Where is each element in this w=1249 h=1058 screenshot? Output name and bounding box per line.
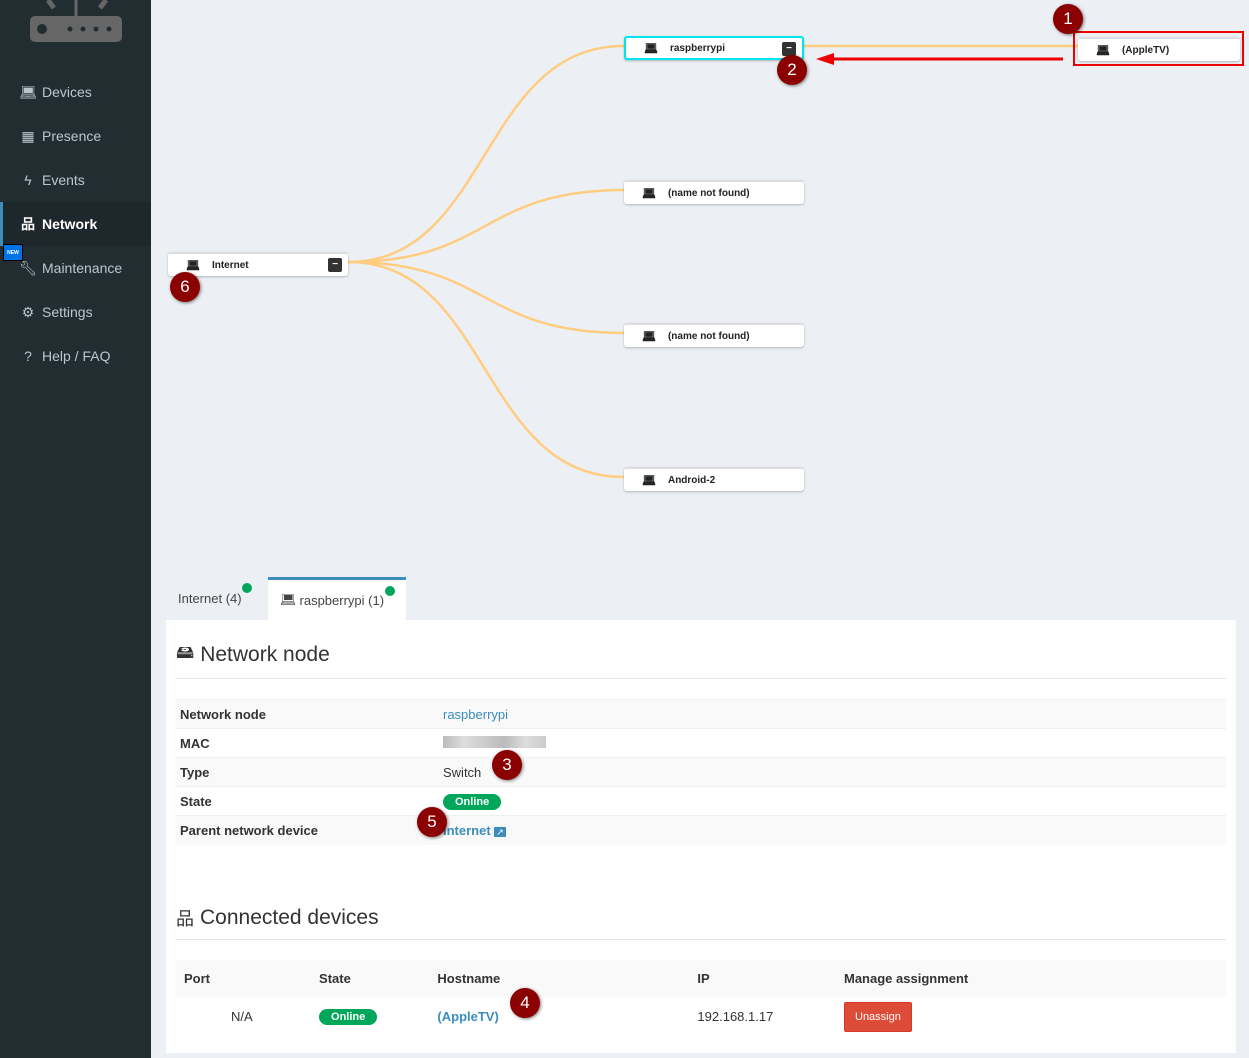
laptop-icon: 💻︎ (280, 592, 297, 607)
sidebar-item-label: Settings (42, 304, 93, 320)
type-value: Switch (439, 757, 1226, 787)
tree-link (347, 260, 625, 479)
row-label: Parent network device (176, 815, 439, 845)
sidebar-item-maintenance[interactable]: 🔧︎ Maintenance (0, 246, 151, 290)
node-label: Internet (211, 259, 249, 271)
node-label: (name not found) (667, 330, 750, 342)
ip-cell: 192.168.1.17 (697, 1009, 774, 1024)
table-row: N/A Online (AppleTV) 192.168.1.17 Unassign (176, 997, 1226, 1037)
sidebar-item-label: Maintenance (42, 260, 123, 276)
status-badge: Online (319, 1009, 378, 1025)
external-link-icon[interactable]: ↗ (494, 826, 506, 837)
laptop-icon: 💻︎ (642, 330, 656, 343)
tab-label: Internet (4) (178, 591, 242, 606)
column-header: Port (176, 959, 312, 997)
sidebar-item-label: Events (42, 172, 85, 188)
row-label: Network node (176, 699, 439, 729)
node-label: raspberrypi (669, 42, 725, 54)
laptop-icon: 💻︎ (1096, 44, 1110, 57)
sidebar-item-label: Help / FAQ (42, 348, 111, 364)
column-header: Hostname (429, 959, 690, 997)
sidebar-item-events[interactable]: ϟ Events (0, 158, 151, 202)
tree-link (347, 44, 625, 264)
annotation-marker: 4 (510, 988, 540, 1018)
details-panel: Internet (4) 💻︎ raspberrypi (1) 🖴 Network … (166, 577, 1236, 1053)
laptop-icon: 💻︎ (186, 259, 200, 272)
tree-node[interactable]: 💻︎ (name not found) (624, 180, 804, 204)
tree-node-internet[interactable]: 💻︎ Internet − (168, 252, 348, 276)
status-dot (385, 586, 395, 596)
column-header: State (311, 959, 430, 997)
node-label: (AppleTV) (1121, 44, 1170, 56)
sidebar-item-devices[interactable]: 💻︎ Devices (0, 70, 151, 114)
tree-link (347, 188, 625, 264)
tree-node[interactable]: 💻︎ (name not found) (624, 323, 804, 347)
new-badge: NEW (3, 244, 23, 261)
annotation-marker: 6 (170, 272, 200, 302)
gear-icon: ⚙ (21, 303, 35, 320)
laptop-icon: 💻︎ (644, 42, 658, 55)
sidebar-item-label: Network (42, 216, 98, 232)
status-badge: Online (443, 793, 502, 810)
mac-redacted (443, 735, 546, 748)
port-cell: N/A (231, 1009, 253, 1024)
red-arrow-head (816, 53, 834, 65)
calendar-icon: ▦ (21, 127, 35, 144)
status-dot (242, 583, 252, 593)
sidebar-item-label: Presence (42, 128, 102, 144)
sidebar: 💻︎ Devices ▦ Presence ϟ Events 品 Network 🔧︎ M… (0, 0, 151, 1058)
wrench-icon: 🔧︎ (19, 259, 37, 276)
node-info-table: Network node raspberrypi MAC Type Switch S… (176, 699, 1226, 845)
node-label: Android-2 (667, 474, 716, 486)
tab-label: raspberrypi (1) (299, 592, 385, 608)
sidebar-item-network[interactable]: 品 Network (0, 202, 151, 246)
laptop-icon: 💻︎ (642, 474, 656, 487)
column-header: Manage assignment (836, 959, 1226, 997)
annotation-marker: 5 (417, 807, 447, 837)
row-label: Type (176, 757, 439, 787)
row-label: MAC (176, 728, 439, 758)
tree-node-raspberrypi[interactable]: 💻︎ raspberrypi − (624, 36, 804, 60)
tree-links (347, 44, 1078, 479)
server-icon: 🖴 (176, 642, 195, 662)
highlight-box (1073, 31, 1244, 66)
sidebar-item-label: Devices (42, 84, 92, 100)
column-header: IP (689, 959, 836, 997)
sidebar-item-help[interactable]: ? Help / FAQ (0, 334, 151, 378)
section-title: Connected devices (200, 905, 379, 929)
tree-link (347, 260, 625, 335)
tree-node-android[interactable]: 💻︎ Android-2 (624, 467, 804, 491)
hostname-link[interactable]: (AppleTV) (437, 1009, 499, 1024)
sitemap-icon: 品 (21, 216, 35, 232)
annotation-marker: 1 (1053, 4, 1083, 34)
row-label: State (176, 786, 439, 816)
tab-internet[interactable]: Internet (4) (166, 577, 266, 620)
annotation-marker: 2 (777, 55, 807, 85)
parent-link[interactable]: Internet (443, 822, 491, 838)
sidebar-item-settings[interactable]: ⚙ Settings (0, 290, 151, 334)
collapse-button[interactable]: − (328, 258, 342, 272)
sidebar-item-presence[interactable]: ▦ Presence (0, 114, 151, 158)
question-icon: ? (24, 348, 32, 364)
tab-raspberrypi[interactable]: 💻︎ raspberrypi (1) (268, 577, 406, 620)
laptop-icon: 💻︎ (642, 187, 656, 200)
unassign-button[interactable]: Unassign (844, 1001, 912, 1032)
node-label: (name not found) (667, 187, 750, 199)
laptop-icon: 💻︎ (19, 83, 37, 100)
router-logo-icon (30, 0, 122, 42)
bolt-icon: ϟ (24, 172, 32, 188)
section-title: Network node (200, 643, 330, 666)
collapse-button[interactable]: − (782, 42, 796, 56)
connected-devices-table: Port State Hostname IP Manage assignment N/A… (176, 959, 1226, 1037)
sitemap-icon: 品 (176, 908, 194, 929)
annotation-marker: 3 (492, 750, 522, 780)
tree-node-appletv[interactable]: 💻︎ (AppleTV) (1078, 37, 1240, 61)
node-link[interactable]: raspberrypi (443, 706, 509, 722)
